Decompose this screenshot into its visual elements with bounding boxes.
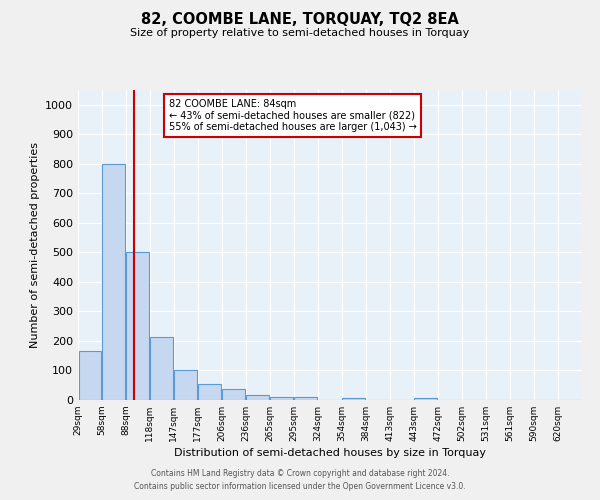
Text: Contains public sector information licensed under the Open Government Licence v3: Contains public sector information licen… [134,482,466,491]
Bar [247,394,269,400]
Text: Contains HM Land Registry data © Crown copyright and database right 2024.: Contains HM Land Registry data © Crown c… [151,468,449,477]
Bar [342,398,365,400]
Bar [223,389,245,400]
Bar [126,252,149,400]
Bar [199,384,221,400]
Bar [102,164,125,400]
Bar [270,397,293,400]
Bar [294,397,317,400]
Bar [415,398,437,400]
Text: 82 COOMBE LANE: 84sqm
← 43% of semi-detached houses are smaller (822)
55% of sem: 82 COOMBE LANE: 84sqm ← 43% of semi-deta… [169,100,416,132]
Bar [79,352,101,400]
Y-axis label: Number of semi-detached properties: Number of semi-detached properties [29,142,40,348]
Text: 82, COOMBE LANE, TORQUAY, TQ2 8EA: 82, COOMBE LANE, TORQUAY, TQ2 8EA [141,12,459,28]
X-axis label: Distribution of semi-detached houses by size in Torquay: Distribution of semi-detached houses by … [174,448,486,458]
Bar [175,370,197,400]
Bar [151,336,173,400]
Text: Size of property relative to semi-detached houses in Torquay: Size of property relative to semi-detach… [130,28,470,38]
